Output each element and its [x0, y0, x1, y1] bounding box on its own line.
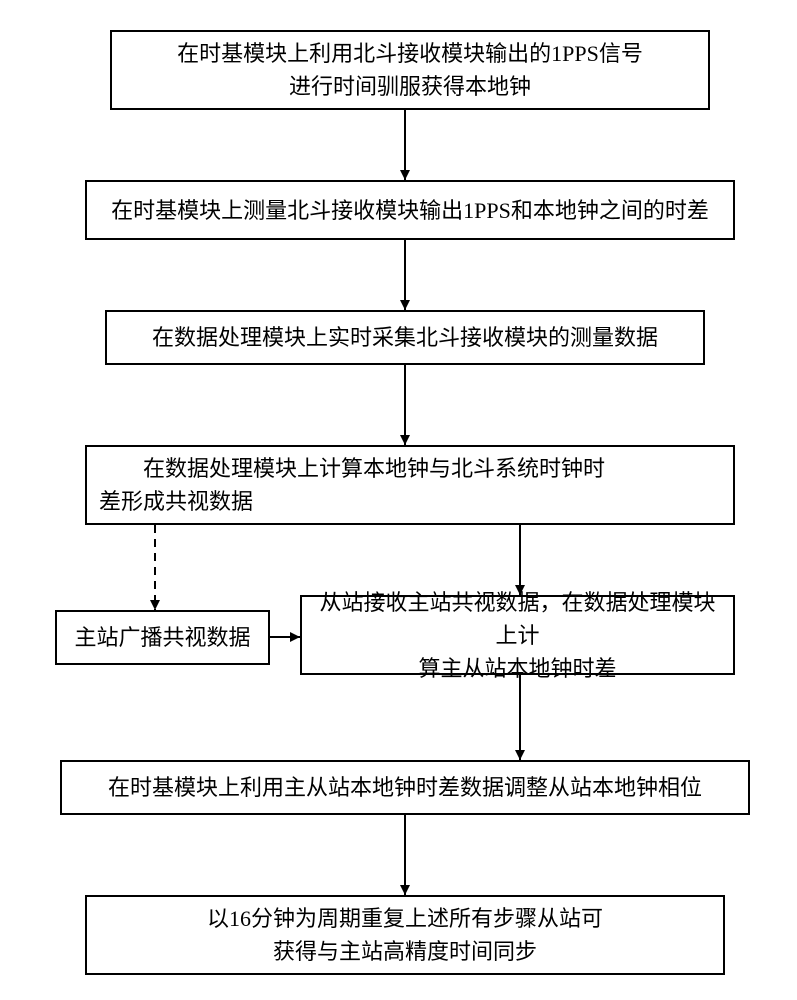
- flow-node-n5b: 从站接收主站共视数据，在数据处理模块上计 算主从站本地钟时差: [300, 595, 735, 675]
- node-text: 在时基模块上测量北斗接收模块输出1PPS和本地钟之间的时差: [111, 194, 709, 227]
- node-text: 在数据处理模块上计算本地钟与北斗系统时钟时 差形成共视数据: [99, 452, 721, 518]
- flow-node-n1: 在时基模块上利用北斗接收模块输出的1PPS信号 进行时间驯服获得本地钟: [110, 30, 710, 110]
- node-text: 从站接收主站共视数据，在数据处理模块上计 算主从站本地钟时差: [314, 586, 721, 685]
- node-text: 以16分钟为周期重复上述所有步骤从站可 获得与主站高精度时间同步: [207, 902, 603, 968]
- flow-node-n3: 在数据处理模块上实时采集北斗接收模块的测量数据: [105, 310, 705, 365]
- node-text: 在数据处理模块上实时采集北斗接收模块的测量数据: [152, 321, 658, 354]
- flow-node-n6: 在时基模块上利用主从站本地钟时差数据调整从站本地钟相位: [60, 760, 750, 815]
- flow-node-n4: 在数据处理模块上计算本地钟与北斗系统时钟时 差形成共视数据: [85, 445, 735, 525]
- node-text: 在时基模块上利用主从站本地钟时差数据调整从站本地钟相位: [108, 771, 702, 804]
- flow-node-n7: 以16分钟为周期重复上述所有步骤从站可 获得与主站高精度时间同步: [85, 895, 725, 975]
- flow-node-n5a: 主站广播共视数据: [55, 610, 270, 665]
- node-text: 在时基模块上利用北斗接收模块输出的1PPS信号 进行时间驯服获得本地钟: [177, 37, 643, 103]
- node-text: 主站广播共视数据: [74, 621, 250, 654]
- flow-node-n2: 在时基模块上测量北斗接收模块输出1PPS和本地钟之间的时差: [85, 180, 735, 240]
